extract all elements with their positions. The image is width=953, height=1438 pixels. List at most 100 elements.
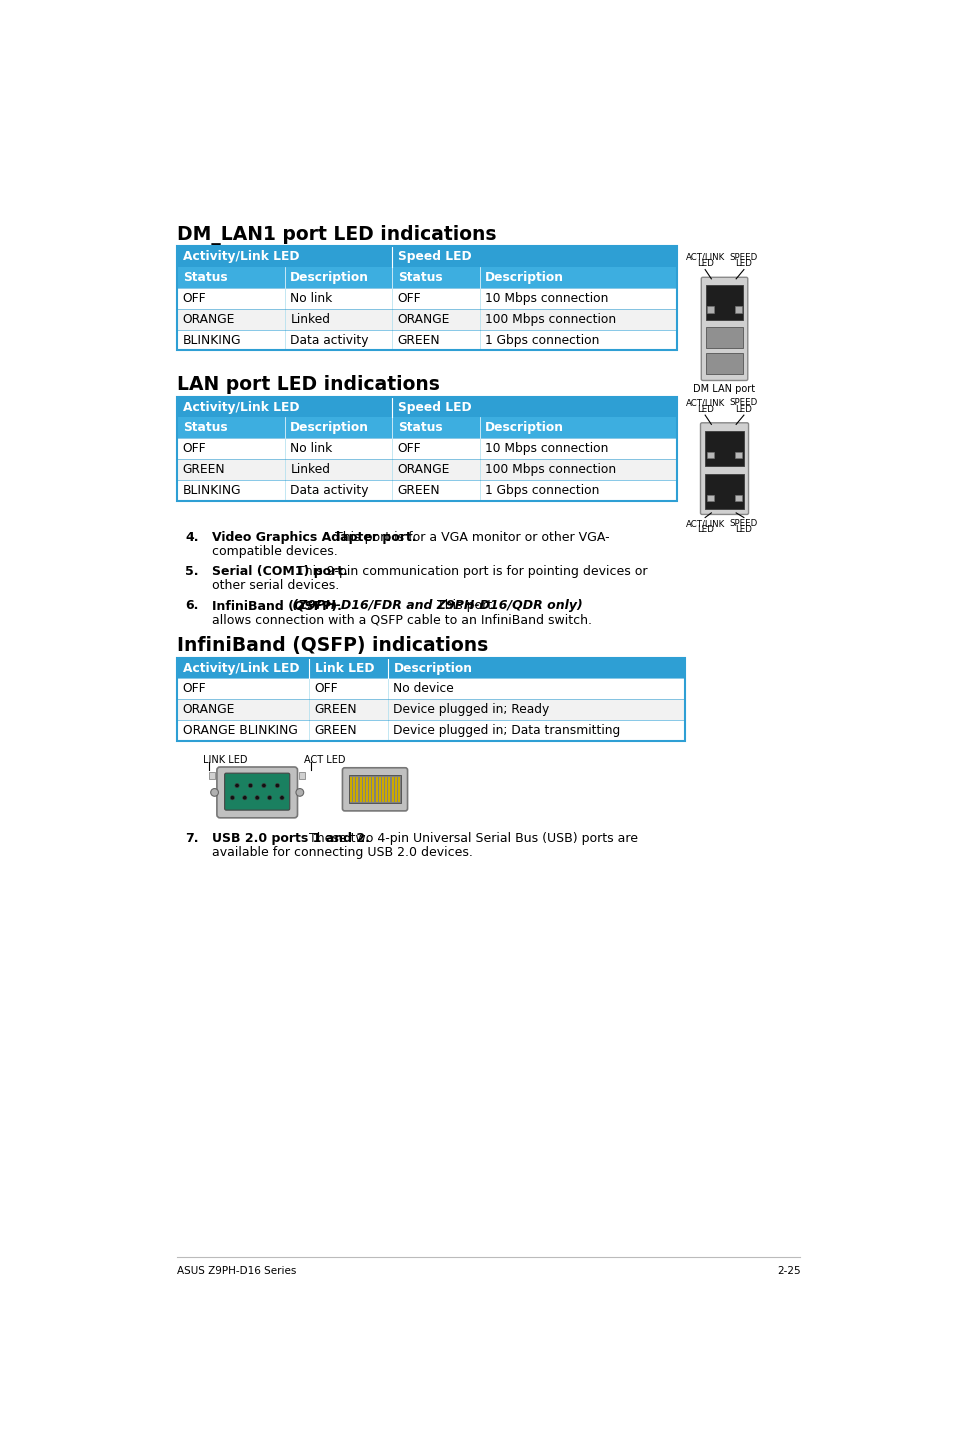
- Text: Status: Status: [397, 421, 442, 434]
- Circle shape: [230, 795, 234, 800]
- Text: No device: No device: [393, 683, 454, 696]
- Text: other serial devices.: other serial devices.: [212, 580, 339, 592]
- Bar: [372, 777, 374, 801]
- Text: Speed LED: Speed LED: [397, 250, 471, 263]
- Text: DM_LAN1 port LED indications: DM_LAN1 port LED indications: [177, 224, 497, 244]
- Text: ACT/LINK: ACT/LINK: [685, 398, 724, 407]
- Text: Description: Description: [485, 272, 563, 285]
- Text: GREEN: GREEN: [314, 723, 357, 736]
- Bar: [177, 329, 677, 351]
- Text: LED: LED: [735, 259, 752, 267]
- Bar: [734, 452, 741, 459]
- Bar: [366, 777, 368, 801]
- Text: Status: Status: [397, 272, 442, 285]
- Bar: [177, 679, 684, 699]
- Circle shape: [267, 795, 272, 800]
- Text: BLINKING: BLINKING: [183, 334, 241, 347]
- Bar: [209, 772, 215, 779]
- Bar: [350, 777, 352, 801]
- Text: ORANGE: ORANGE: [397, 463, 450, 476]
- Text: This port: This port: [433, 600, 492, 613]
- Bar: [705, 352, 742, 374]
- Text: Activity/Link LED: Activity/Link LED: [183, 401, 299, 414]
- Text: ACT/LINK: ACT/LINK: [685, 519, 724, 528]
- Text: LED: LED: [696, 525, 713, 535]
- Text: Description: Description: [485, 421, 563, 434]
- Text: This port is for a VGA monitor or other VGA-: This port is for a VGA monitor or other …: [330, 532, 609, 545]
- Bar: [353, 777, 355, 801]
- Text: Data activity: Data activity: [290, 483, 369, 496]
- Text: OFF: OFF: [183, 292, 206, 305]
- Text: 6.: 6.: [185, 600, 198, 613]
- Text: ASUS Z9PH-D16 Series: ASUS Z9PH-D16 Series: [177, 1265, 296, 1276]
- Text: This 9-pin communication port is for pointing devices or: This 9-pin communication port is for poi…: [293, 565, 646, 578]
- Text: 5.: 5.: [185, 565, 198, 578]
- Bar: [177, 439, 677, 459]
- Text: InfiniBand (QSFP).: InfiniBand (QSFP).: [212, 600, 342, 613]
- Text: Activity/Link LED: Activity/Link LED: [183, 250, 299, 263]
- Bar: [177, 288, 677, 309]
- Bar: [177, 459, 677, 480]
- Text: Video Graphics Adapter port.: Video Graphics Adapter port.: [212, 532, 416, 545]
- FancyBboxPatch shape: [700, 423, 748, 515]
- Circle shape: [248, 784, 253, 788]
- Bar: [177, 720, 684, 741]
- Text: 10 Mbps connection: 10 Mbps connection: [485, 292, 608, 305]
- Circle shape: [261, 784, 266, 788]
- Text: GREEN: GREEN: [397, 334, 440, 347]
- Bar: [375, 777, 377, 801]
- Bar: [348, 775, 401, 804]
- Text: Description: Description: [290, 421, 369, 434]
- Circle shape: [211, 788, 218, 797]
- Bar: [177, 267, 677, 288]
- Text: Linked: Linked: [290, 463, 330, 476]
- Bar: [177, 657, 684, 741]
- Text: Description: Description: [393, 661, 472, 674]
- FancyBboxPatch shape: [700, 278, 747, 381]
- Circle shape: [254, 795, 259, 800]
- Bar: [177, 657, 684, 679]
- Bar: [704, 430, 743, 466]
- Text: LAN port LED indications: LAN port LED indications: [177, 375, 439, 394]
- Text: ACT/LINK: ACT/LINK: [685, 253, 724, 262]
- Text: 100 Mbps connection: 100 Mbps connection: [485, 312, 616, 326]
- Text: Data activity: Data activity: [290, 334, 369, 347]
- Text: Linked: Linked: [290, 312, 330, 326]
- Bar: [705, 326, 742, 348]
- Text: 1 Gbps connection: 1 Gbps connection: [485, 483, 599, 496]
- Bar: [395, 777, 396, 801]
- Bar: [378, 777, 380, 801]
- Bar: [177, 480, 677, 500]
- Text: LED: LED: [735, 404, 752, 414]
- Text: GREEN: GREEN: [314, 703, 357, 716]
- Text: Serial (COM1) port.: Serial (COM1) port.: [212, 565, 348, 578]
- Bar: [359, 777, 361, 801]
- Text: BLINKING: BLINKING: [183, 483, 241, 496]
- Bar: [356, 777, 358, 801]
- Text: Status: Status: [183, 421, 227, 434]
- Text: Device plugged in; Ready: Device plugged in; Ready: [393, 703, 549, 716]
- Bar: [177, 246, 677, 351]
- Circle shape: [242, 795, 247, 800]
- Text: No link: No link: [290, 441, 333, 454]
- Bar: [392, 777, 394, 801]
- FancyBboxPatch shape: [342, 768, 407, 811]
- Text: Activity/Link LED: Activity/Link LED: [183, 661, 299, 674]
- Text: (Z9PH-D16/FDR and Z9PH-D16/QDR only): (Z9PH-D16/FDR and Z9PH-D16/QDR only): [288, 600, 582, 613]
- Text: LED: LED: [696, 404, 713, 414]
- Bar: [177, 246, 677, 267]
- Bar: [734, 306, 740, 312]
- Text: LED: LED: [696, 259, 713, 267]
- FancyBboxPatch shape: [224, 774, 290, 810]
- Text: ACT LED: ACT LED: [303, 755, 345, 765]
- Text: LED: LED: [735, 525, 752, 535]
- Text: ORANGE: ORANGE: [183, 312, 235, 326]
- Circle shape: [234, 784, 239, 788]
- Bar: [177, 397, 677, 417]
- Bar: [388, 777, 390, 801]
- Text: Status: Status: [183, 272, 227, 285]
- Text: GREEN: GREEN: [183, 463, 225, 476]
- Circle shape: [295, 788, 303, 797]
- Text: LINK LED: LINK LED: [203, 755, 247, 765]
- Text: 10 Mbps connection: 10 Mbps connection: [485, 441, 608, 454]
